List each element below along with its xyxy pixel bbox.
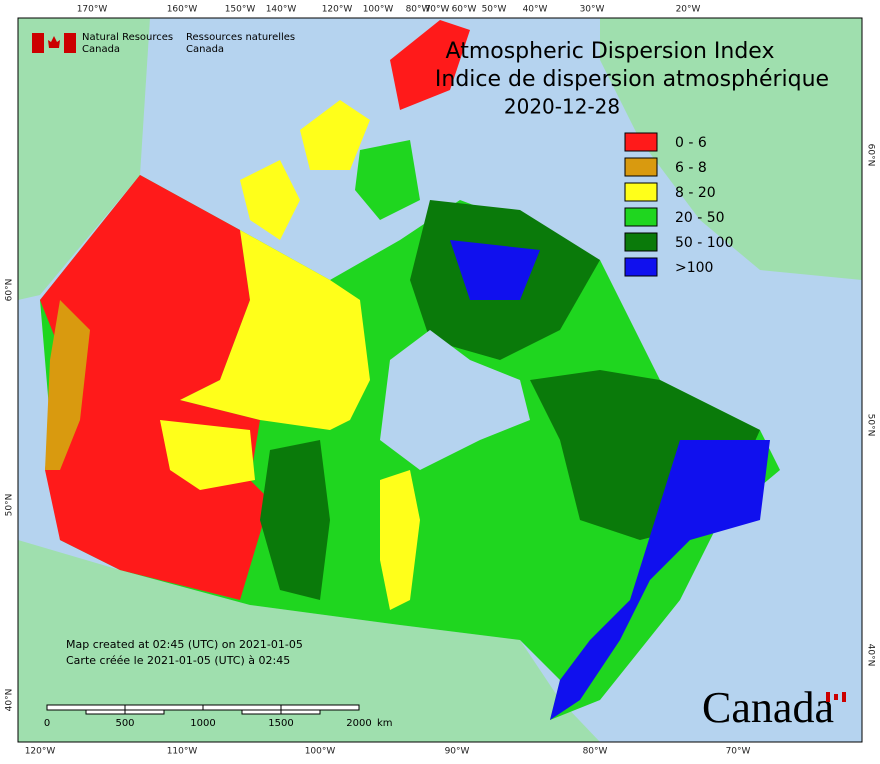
title: Atmospheric Dispersion Index bbox=[446, 39, 775, 64]
top-label: 50°W bbox=[482, 5, 507, 15]
scale-label: 500 bbox=[115, 718, 134, 729]
created-en: Map created at 02:45 (UTC) on 2021-01-05 bbox=[66, 638, 303, 651]
land-yellow bbox=[180, 230, 370, 430]
top-label: 60°W bbox=[452, 5, 477, 15]
right-label: 50°N bbox=[866, 414, 876, 437]
legend-swatch bbox=[624, 207, 658, 227]
island-yellow bbox=[240, 160, 300, 240]
bottom-label: 90°W bbox=[445, 747, 470, 757]
top-label: 150°W bbox=[225, 5, 256, 15]
top-label: 20°W bbox=[676, 5, 701, 15]
bottom-label: 120°W bbox=[25, 747, 56, 757]
hudson-bay bbox=[380, 330, 530, 470]
legend-swatch bbox=[624, 157, 658, 177]
scale-segment bbox=[202, 704, 282, 711]
island-red bbox=[390, 20, 470, 110]
left-label: 50°N bbox=[5, 494, 15, 517]
map-body bbox=[17, 17, 863, 743]
land-yellow bbox=[380, 470, 420, 610]
scale-bar: 0 500 1000 1500 2000 km bbox=[44, 704, 393, 729]
right-label: 40°N bbox=[866, 644, 876, 667]
flag-bar bbox=[64, 33, 76, 53]
scale-unit: km bbox=[377, 718, 393, 729]
island-yellow bbox=[300, 100, 370, 170]
land-blue bbox=[550, 440, 770, 720]
legend-label: 6 - 8 bbox=[675, 160, 707, 176]
top-label: 160°W bbox=[167, 5, 198, 15]
legend-label: 0 - 6 bbox=[675, 135, 707, 151]
scale-segment bbox=[280, 709, 321, 715]
title-fr: Indice de dispersion atmosphérique bbox=[435, 67, 829, 92]
legend-swatch bbox=[624, 132, 658, 152]
scale-segment bbox=[241, 709, 282, 715]
legend-label: 50 - 100 bbox=[675, 235, 734, 251]
flag-leaf bbox=[834, 694, 838, 700]
scale-segment bbox=[46, 704, 126, 711]
wordmark-flag bbox=[826, 692, 846, 702]
bottom-label: 80°W bbox=[583, 747, 608, 757]
legend-swatch bbox=[624, 232, 658, 252]
date: 2020-12-28 bbox=[504, 95, 620, 119]
bottom-label: 70°W bbox=[726, 747, 751, 757]
legend-label: >100 bbox=[675, 260, 713, 276]
top-label: 70°W bbox=[425, 5, 450, 15]
scale-segment bbox=[85, 709, 126, 715]
frame bbox=[17, 17, 863, 743]
scale-label: 0 bbox=[44, 718, 50, 729]
scale-label: 1000 bbox=[190, 718, 215, 729]
top-label: 80°W bbox=[406, 5, 431, 15]
land-red bbox=[40, 175, 270, 600]
scale-segment bbox=[124, 704, 204, 711]
greenland bbox=[600, 18, 862, 280]
agency-fr: Ressources naturelles Canada bbox=[186, 32, 295, 55]
usa bbox=[18, 540, 600, 742]
created-fr: Carte créée le 2021-01-05 (UTC) à 02:45 bbox=[66, 654, 290, 667]
flag-bar bbox=[826, 692, 830, 702]
alaska bbox=[18, 18, 150, 300]
top-label: 170°W bbox=[77, 5, 108, 15]
agency-en: Natural Resources Canada bbox=[82, 32, 173, 55]
scale-label: 1500 bbox=[268, 718, 293, 729]
bottom-label: 100°W bbox=[305, 747, 336, 757]
legend: 0 - 6 6 - 8 8 - 20 20 - 50 50 - 100 >100 bbox=[624, 132, 734, 277]
flag bbox=[32, 33, 76, 53]
top-label: 30°W bbox=[580, 5, 605, 15]
flag-bar bbox=[842, 692, 846, 702]
scale-segment bbox=[124, 709, 165, 715]
left-label: 40°N bbox=[5, 689, 15, 712]
land-yellow bbox=[160, 420, 255, 490]
top-label: 100°W bbox=[363, 5, 394, 15]
scale-segment bbox=[280, 704, 360, 711]
top-label: 40°W bbox=[523, 5, 548, 15]
left-label: 60°N bbox=[5, 279, 15, 302]
island-green bbox=[355, 140, 420, 220]
scale-label: 2000 bbox=[346, 718, 371, 729]
legend-swatch bbox=[624, 182, 658, 202]
axis-labels: 170°W 160°W 150°W 140°W 120°W 100°W 80°W70°W 60… bbox=[5, 5, 876, 757]
legend-label: 8 - 20 bbox=[675, 185, 716, 201]
flag-leaf bbox=[48, 36, 60, 48]
legend-label: 20 - 50 bbox=[675, 210, 725, 226]
legend-swatch bbox=[624, 257, 658, 277]
land-orange bbox=[45, 300, 90, 470]
right-label: 60°N bbox=[866, 144, 876, 167]
land-darkgreen bbox=[260, 440, 330, 600]
top-label: 120°W bbox=[322, 5, 353, 15]
flag-bar bbox=[32, 33, 44, 53]
top-label: 140°W bbox=[266, 5, 297, 15]
bottom-label: 110°W bbox=[167, 747, 198, 757]
land-blue bbox=[450, 240, 540, 300]
wordmark: Canada bbox=[702, 683, 834, 732]
